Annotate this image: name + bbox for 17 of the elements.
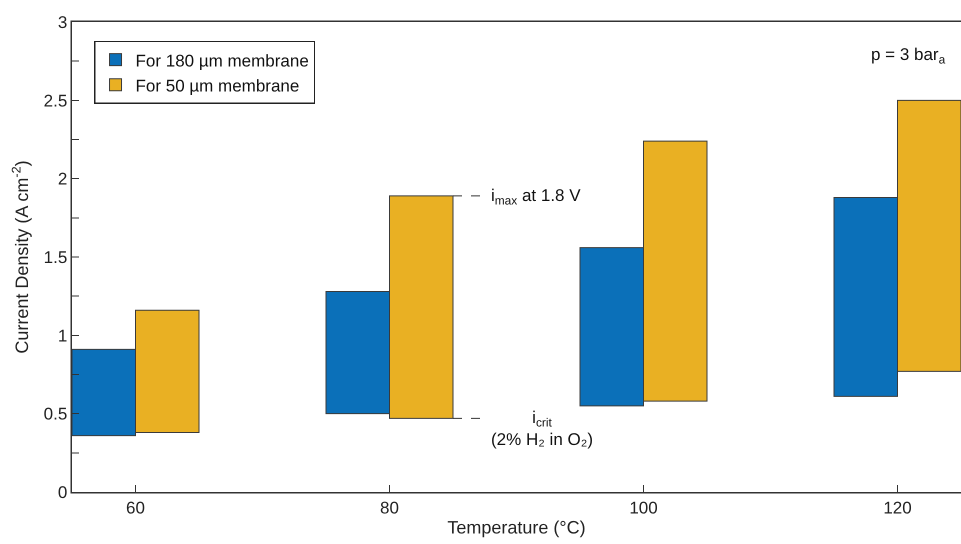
annotation: p = 3 bar$_{a}$ [871,45,946,67]
x-tick-label: 120 [883,498,912,518]
y-tick-label: 1 [58,326,68,346]
annotation: i$_{max}$ at 1.8 V [491,186,582,208]
x-tick-label: 80 [380,498,399,518]
x-tick-label: 100 [629,498,658,518]
x-tick-label: 60 [126,498,145,518]
y-tick-label: 2.5 [44,91,68,110]
y-tick-label: 1.5 [44,248,68,267]
x-axis-title: Temperature (°C) [447,518,586,538]
legend-label: For 50 µm membrane [136,76,300,96]
y-tick-label: 0 [58,482,68,502]
y-tick-label: 3 [58,12,68,32]
annotation: i$_{crit}$ (2% H₂ in O₂) [491,408,593,450]
y-tick-label: 2 [58,170,68,189]
legend-label: For 180 µm membrane [136,51,309,70]
y-tick-label: 0.5 [44,404,68,424]
